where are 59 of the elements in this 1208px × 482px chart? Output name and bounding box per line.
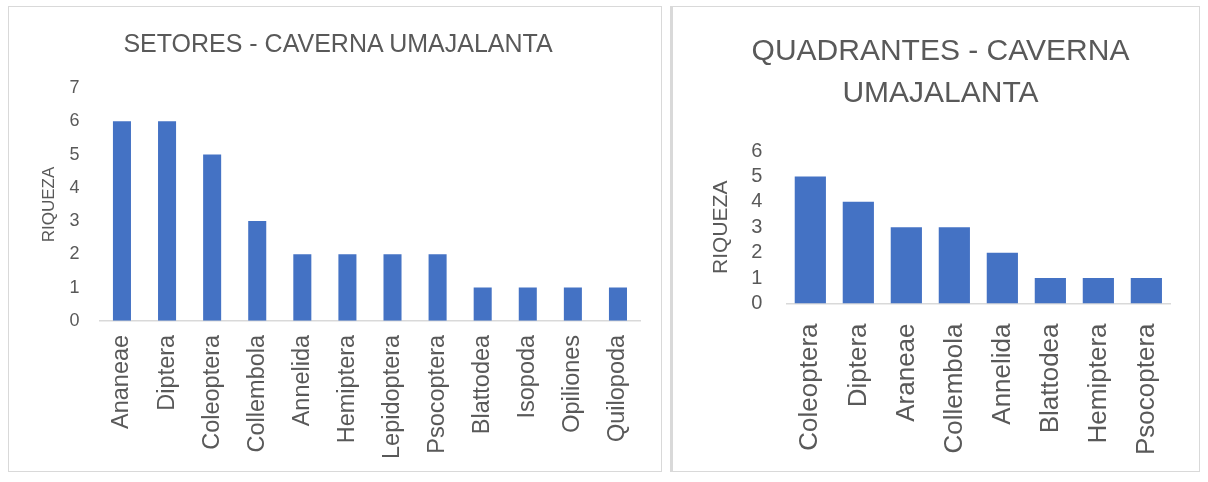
- x-tick-label: Coleoptera: [197, 333, 224, 450]
- x-tick-label: Opiliones: [558, 334, 585, 433]
- bar: [608, 287, 627, 321]
- y-tick-label: 5: [751, 163, 763, 186]
- bar: [1130, 278, 1162, 304]
- x-tick-label: Quilopoda: [603, 333, 630, 443]
- y-tick-label: 0: [751, 290, 763, 313]
- y-tick-label: 3: [69, 210, 80, 231]
- y-tick-label: 3: [751, 214, 763, 237]
- x-tick-label: Blattodea: [1033, 322, 1064, 434]
- y-axis-title: RIQUEZA: [708, 180, 732, 274]
- x-tick-label: Araneae: [889, 323, 920, 422]
- bar: [842, 201, 874, 304]
- y-tick-label: 6: [751, 138, 763, 161]
- y-tick-label: 1: [751, 265, 763, 288]
- y-axis-title: RIQUEZA: [38, 165, 58, 243]
- x-tick-label: Hemiptera: [1081, 322, 1112, 444]
- bar: [518, 287, 537, 321]
- bar: [473, 287, 492, 321]
- y-tick-label: 4: [69, 176, 80, 197]
- bar: [428, 254, 447, 321]
- bar: [293, 254, 312, 321]
- y-tick-label: 4: [751, 189, 763, 212]
- x-tick-label: Annelida: [287, 333, 314, 427]
- bar: [1034, 278, 1066, 304]
- bar: [1082, 278, 1114, 304]
- x-tick-label: Hemiptera: [332, 333, 359, 444]
- x-tick-label: Annelida: [985, 322, 1016, 425]
- chart-title: QUADRANTES - CAVERNA UMAJALANTA: [751, 33, 1130, 109]
- y-tick-label: 0: [69, 309, 80, 330]
- x-tick-label: Psocoptera: [1129, 322, 1160, 456]
- bar: [158, 121, 177, 321]
- x-tick-label: Coleoptera: [793, 322, 824, 451]
- bar: [112, 121, 131, 321]
- y-tick-label: 6: [69, 110, 80, 131]
- x-tick-label: Blattodea: [468, 333, 495, 435]
- x-tick-label: Collembola: [242, 333, 269, 453]
- x-tick-label: Lepidoptera: [377, 333, 404, 460]
- x-tick-label: Isopoda: [513, 333, 540, 419]
- x-tick-label: Diptera: [152, 333, 179, 411]
- bar: [986, 252, 1018, 304]
- y-tick-label: 7: [69, 76, 80, 97]
- chart-title: SETORES - CAVERNA UMAJALANTA: [123, 28, 553, 57]
- y-tick-label: 2: [69, 243, 80, 264]
- bar: [248, 221, 267, 321]
- x-tick-label: Collembola: [937, 322, 968, 454]
- y-tick-label: 5: [69, 143, 80, 164]
- y-tick-label: 2: [751, 240, 763, 263]
- bar: [563, 287, 582, 321]
- bar: [938, 227, 970, 304]
- x-tick-label: Psocoptera: [423, 333, 450, 454]
- y-tick-label: 1: [69, 276, 80, 297]
- bar: [383, 254, 402, 321]
- x-tick-label: Diptera: [841, 322, 872, 408]
- bar: [794, 176, 826, 304]
- bar: [203, 154, 222, 321]
- x-tick-label: Ananeae: [107, 334, 134, 429]
- bar: [890, 227, 922, 304]
- bar: [338, 254, 357, 321]
